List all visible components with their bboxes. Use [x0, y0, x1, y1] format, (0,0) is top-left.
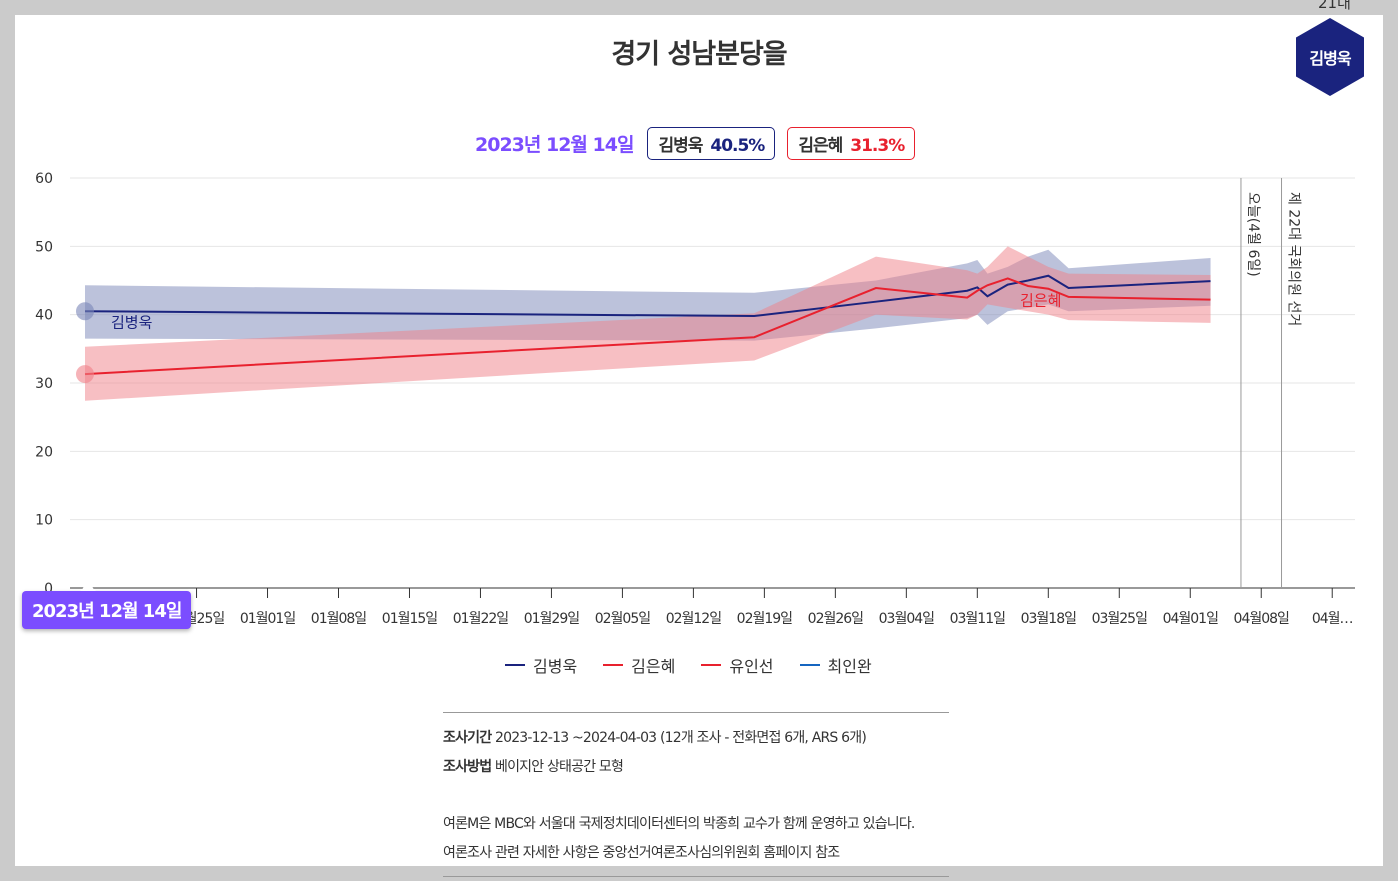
candidate-name: 김은혜: [798, 136, 843, 156]
period-label: 조사기간: [443, 730, 492, 746]
summary-bar: 2023년 12월 14일 김병욱 40.5% 김은혜 31.3%: [475, 127, 916, 160]
hover-point: [76, 302, 94, 321]
y-tick-label: 40: [35, 308, 53, 324]
leading-candidate-badge: 김병욱: [1296, 18, 1364, 96]
x-tick-label: 04월01일: [1163, 611, 1219, 627]
series-label: 김은혜: [1020, 292, 1061, 310]
x-tick-label: 02월12일: [666, 611, 722, 627]
y-tick-label: 10: [35, 513, 53, 529]
candidate-name: 김병욱: [658, 136, 703, 156]
legend: 김병욱 김은혜 유인선 최인완: [505, 653, 872, 677]
notes-line-2: 여론조사 관련 자세한 사항은 중앙선거여론조사심의위원회 홈페이지 참조: [443, 845, 840, 861]
legend-label: 최인완: [827, 657, 872, 676]
summary-candidate-1: 김병욱 40.5%: [647, 127, 776, 160]
method-value: 베이지안 상태공간 모형: [494, 759, 624, 775]
legend-item[interactable]: 최인완: [799, 653, 872, 677]
page-title: 경기 성남분당을: [611, 39, 787, 70]
date-marker-label: 오늘(4월 6일): [1245, 192, 1261, 277]
candidate-value: 40.5%: [710, 136, 765, 156]
y-tick-label: 0: [44, 581, 53, 597]
confidence-band: [85, 246, 1211, 401]
series-label: 김병욱: [111, 313, 152, 331]
notes-line-1: 여론M은 MBC와 서울대 국제정치데이터센터의 박종희 교수가 함께 운영하고…: [443, 816, 915, 832]
legend-swatch: [505, 664, 525, 666]
series-line: [84, 274, 1211, 318]
candidate-value: 31.3%: [850, 136, 905, 156]
series-line: [84, 277, 1211, 376]
y-tick-label: 50: [35, 239, 53, 255]
x-tick-label: 02월05일: [595, 611, 651, 627]
x-tick-label: 04월…: [1312, 611, 1353, 627]
date-tooltip: 2023년 12월 14일: [22, 583, 192, 629]
y-tick-label: 30: [35, 376, 53, 392]
x-tick-label: 01월08일: [311, 611, 367, 627]
chart-panel: [15, 15, 1383, 866]
legend-label: 김은혜: [631, 657, 676, 676]
date-marker-label: 제 22대 국회의원 선거: [1286, 192, 1302, 326]
x-tick-label: 02월19일: [737, 611, 793, 627]
hover-point: [76, 365, 94, 384]
x-tick-label: 03월25일: [1092, 611, 1148, 627]
x-tick-label: 03월11일: [950, 611, 1006, 627]
summary-date: 2023년 12월 14일: [475, 134, 634, 156]
y-tick-label: 20: [35, 444, 53, 460]
legend-item[interactable]: 김은혜: [603, 653, 675, 677]
x-tick-label: 01월29일: [524, 611, 580, 627]
y-tick-label: 60: [35, 171, 53, 187]
x-tick-label: 03월04일: [879, 611, 935, 627]
x-tick-label: 03월18일: [1021, 611, 1077, 627]
method-label: 조사방법: [443, 759, 492, 775]
divider: [443, 876, 949, 877]
summary-candidate-2: 김은혜 31.3%: [787, 127, 916, 160]
period-value: 2023-12-13 ~2024-04-03 (12개 조사 - 전화면접 6개…: [494, 730, 867, 746]
survey-notes: 조사기간 2023-12-13 ~2024-04-03 (12개 조사 - 전화…: [443, 712, 949, 877]
legend-label: 김병욱: [533, 657, 578, 676]
badge-label: 김병욱: [1309, 49, 1351, 68]
legend-swatch: [603, 664, 624, 666]
legend-item[interactable]: 유인선: [701, 653, 774, 677]
x-tick-label: 01월01일: [240, 611, 296, 627]
legend-item[interactable]: 김병욱: [505, 653, 577, 677]
election-number-label: 21대: [1318, 0, 1351, 12]
x-tick-label: 01월22일: [453, 611, 509, 627]
x-tick-label: 01월15일: [382, 611, 438, 627]
legend-swatch: [701, 664, 722, 666]
legend-label: 유인선: [729, 657, 774, 676]
legend-swatch: [799, 664, 820, 666]
x-tick-label: 04월08일: [1234, 611, 1290, 627]
x-tick-label: 02월26일: [808, 611, 864, 627]
